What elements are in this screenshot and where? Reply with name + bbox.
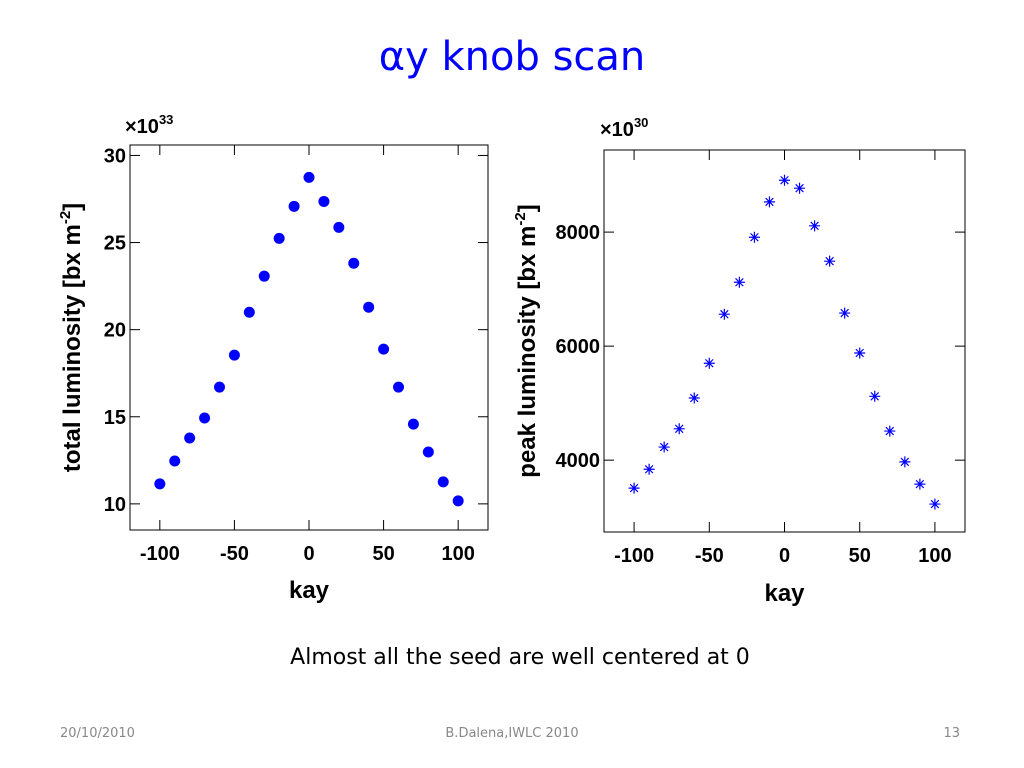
point (363, 301, 375, 313)
y-tick-label: 15 (104, 407, 126, 429)
point (929, 498, 941, 510)
point (154, 478, 166, 490)
point (243, 306, 255, 318)
point (703, 357, 715, 369)
y-tick-label: 30 (104, 145, 126, 167)
point (184, 432, 196, 444)
footer-date: 20/10/2010 (60, 726, 135, 741)
point (199, 412, 211, 424)
point (348, 257, 360, 269)
point (914, 478, 926, 490)
y-axis-label-sup: -2 (57, 211, 74, 224)
y-axis-label: total luminosity [bx m-2] (57, 203, 86, 472)
point (688, 392, 700, 404)
point (673, 423, 685, 435)
point (718, 308, 730, 320)
x-tick-label: 50 (849, 545, 871, 567)
point (824, 255, 836, 267)
y-axis-label-end: ] (59, 203, 86, 211)
point (854, 347, 866, 359)
footer-page: 13 (943, 726, 960, 741)
y-multiplier: ×1030 (600, 115, 648, 141)
slide-title: αy knob scan (379, 34, 646, 80)
y-multiplier-base: ×10 (125, 116, 159, 138)
point (748, 231, 760, 243)
x-tick-label: -50 (695, 545, 724, 567)
y-axis-label-sup: -2 (512, 212, 529, 225)
point (869, 390, 881, 402)
x-tick-label: -100 (614, 545, 654, 567)
x-tick-label: 100 (918, 545, 951, 567)
y-axis-label-text: peak luminosity [bx m (514, 226, 541, 478)
y-axis-label-text: total luminosity [bx m (59, 224, 86, 472)
x-tick-label: 0 (303, 543, 314, 565)
point (733, 276, 745, 288)
plot-frame (129, 144, 489, 531)
y-tick-label: 8000 (556, 222, 601, 244)
y-tick-label: 6000 (556, 336, 601, 358)
point (393, 381, 404, 393)
point (809, 220, 821, 232)
point (763, 196, 775, 208)
y-multiplier-exponent: 30 (634, 115, 648, 130)
point (839, 307, 851, 319)
y-axis-label-end: ] (514, 204, 541, 212)
y-tick-label: 4000 (556, 450, 601, 472)
point (643, 463, 655, 475)
point (779, 174, 790, 186)
point (452, 495, 464, 507)
x-tick-label: -50 (220, 543, 249, 565)
point (407, 418, 419, 430)
x-axis-label: kay (764, 580, 805, 607)
y-axis-label: peak luminosity [bx m-2] (512, 204, 541, 477)
point (169, 455, 181, 467)
point (228, 349, 240, 361)
point (899, 456, 911, 468)
y-multiplier-base: ×10 (600, 119, 634, 141)
point (628, 482, 640, 494)
point (884, 425, 896, 437)
point (288, 200, 300, 212)
x-tick-label: 50 (372, 543, 394, 565)
point (794, 182, 806, 194)
point (273, 232, 285, 244)
y-tick-label: 20 (104, 320, 126, 342)
point (378, 343, 390, 355)
x-axis-label: kay (289, 577, 330, 604)
point (303, 171, 315, 183)
point (422, 446, 434, 458)
y-tick-label: 25 (104, 233, 126, 255)
y-multiplier: ×1033 (125, 112, 173, 138)
point (318, 195, 330, 207)
x-tick-label: 100 (441, 543, 474, 565)
point (214, 381, 225, 393)
footer-author: B.Dalena,IWLC 2010 (445, 726, 578, 741)
y-multiplier-exponent: 33 (159, 112, 173, 127)
point (258, 270, 270, 282)
y-tick-label: 10 (104, 494, 126, 516)
x-tick-label: 0 (779, 545, 790, 567)
plot-frame (603, 149, 966, 533)
x-tick-label: -100 (140, 543, 180, 565)
point (658, 441, 670, 453)
point (437, 476, 449, 488)
caption: Almost all the seed are well centered at… (290, 645, 750, 670)
point (333, 221, 345, 233)
